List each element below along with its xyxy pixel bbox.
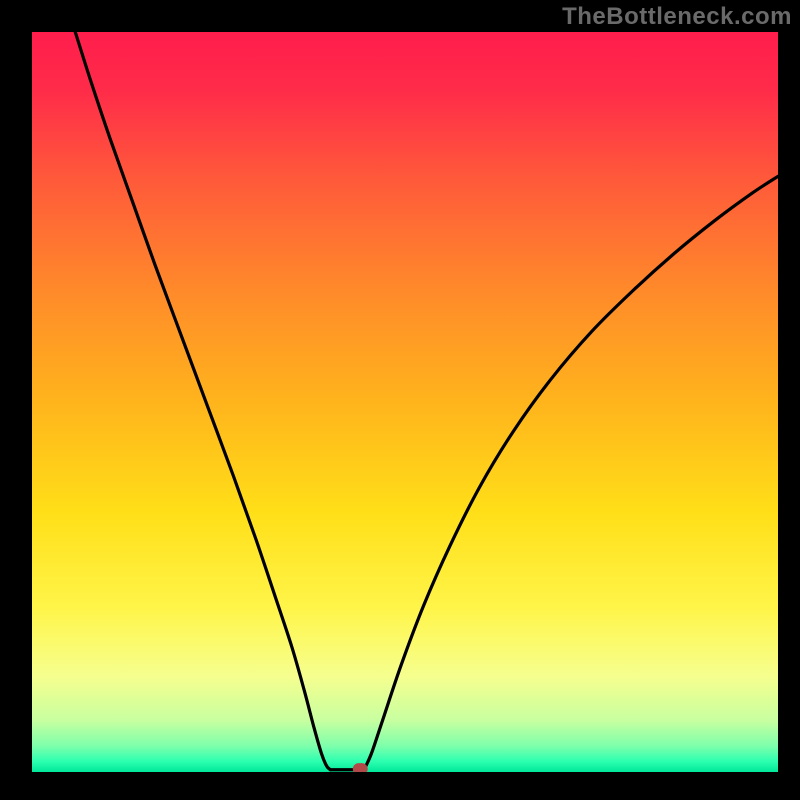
watermark-text: TheBottleneck.com — [562, 3, 792, 31]
bottleneck-chart: TheBottleneck.com — [0, 0, 800, 800]
curve-layer — [32, 32, 778, 772]
optimal-point-marker — [353, 763, 368, 772]
curve-left-branch — [75, 32, 330, 770]
plot-area — [32, 32, 778, 772]
curve-right-branch — [364, 176, 778, 769]
